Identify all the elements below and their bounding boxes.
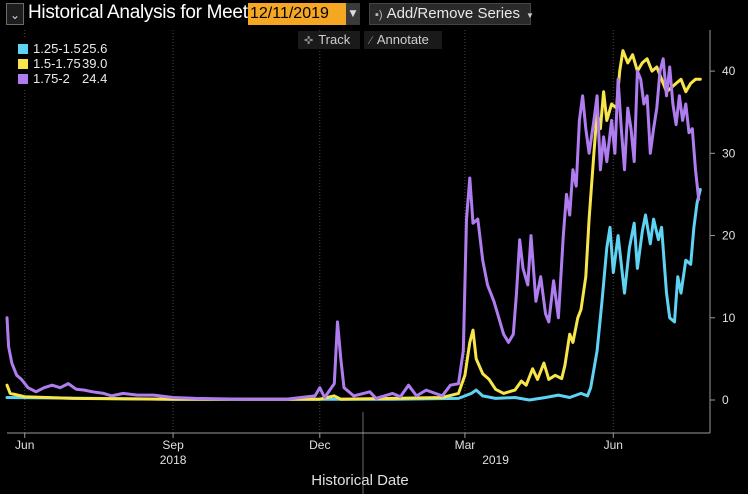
meeting-date-input[interactable]: 12/11/2019 xyxy=(248,3,346,25)
legend-series-value: 24.4 xyxy=(82,71,108,86)
double-chevron-down-icon: ⌄ xyxy=(9,8,21,22)
legend-swatch xyxy=(18,59,28,69)
legend-swatch xyxy=(18,74,28,84)
series-list-icon: ▪) xyxy=(375,9,383,21)
vertical-grid xyxy=(24,30,614,433)
crosshair-icon: ✜ xyxy=(304,35,314,47)
legend-series-value: 39.0 xyxy=(82,56,108,71)
y-tick-label: 40 xyxy=(722,64,736,78)
legend-series-name: 1.75-2 xyxy=(33,71,70,86)
year-label: 2018 xyxy=(160,453,187,467)
legend: 1.25-1.5 25.6 1.5-1.75 39.0 1.75-2 24.4 xyxy=(12,38,122,90)
legend-series-name: 1.25-1.5 xyxy=(33,41,81,56)
x-tick-label: Sep xyxy=(162,438,184,452)
pencil-icon: ∕ xyxy=(370,35,372,47)
legend-series-value: 25.6 xyxy=(82,41,108,56)
x-axis-label: Historical Date xyxy=(311,472,409,489)
legend-swatch xyxy=(18,44,28,54)
series-line-1.5-1.75 xyxy=(5,49,702,401)
y-tick-label: 20 xyxy=(722,229,736,243)
add-remove-series-label: Add/Remove Series xyxy=(386,5,520,22)
annotate-label: Annotate xyxy=(376,32,429,47)
collapse-button[interactable]: ⌄ xyxy=(6,3,24,25)
x-axis-ticks: Jun Sep Dec Mar Jun xyxy=(15,433,623,452)
x-tick-label: Jun xyxy=(604,438,623,452)
series-line-1.75-2 xyxy=(5,57,701,401)
series-line-1.25-1.5 xyxy=(5,188,702,402)
y-axis-ticks: 0 10 20 30 40 xyxy=(710,64,736,407)
track-label: Track xyxy=(318,32,351,47)
add-remove-series-button[interactable]: ▪) Add/Remove Series ▼ xyxy=(369,3,534,25)
series-lines xyxy=(5,49,702,402)
track-button[interactable]: ✜ Track xyxy=(298,31,360,49)
x-tick-label: Dec xyxy=(309,438,330,452)
year-labels: 2018 2019 xyxy=(160,453,509,467)
legend-series-name: 1.5-1.75 xyxy=(33,56,81,71)
y-tick-label: 0 xyxy=(722,393,729,407)
date-dropdown-button[interactable]: ▼ xyxy=(346,3,360,25)
annotate-button[interactable]: ∕ Annotate xyxy=(364,31,442,49)
page-title: Historical Analysis for Meeting xyxy=(28,2,273,23)
y-tick-label: 30 xyxy=(722,146,736,160)
caret-down-icon: ▼ xyxy=(349,9,357,19)
x-tick-label: Mar xyxy=(455,438,476,452)
year-label: 2019 xyxy=(482,453,509,467)
x-tick-label: Jun xyxy=(15,438,34,452)
y-tick-label: 10 xyxy=(722,311,736,325)
header-bar: ⌄ Historical Analysis for Meeting 12/11/… xyxy=(0,0,748,28)
caret-down-icon: ▼ xyxy=(525,11,534,20)
